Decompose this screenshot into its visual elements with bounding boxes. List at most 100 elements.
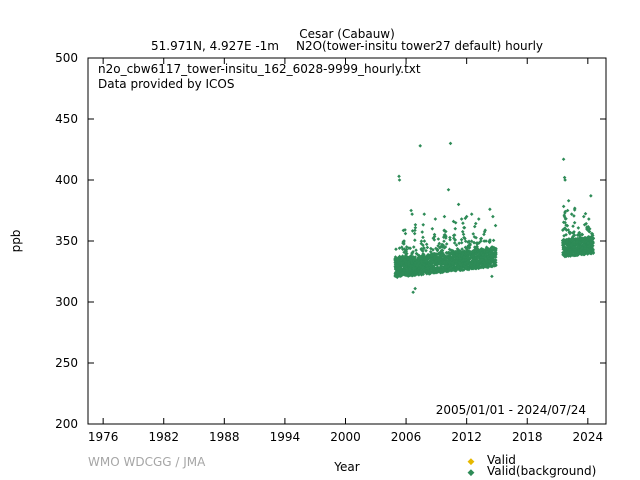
- data-point: [490, 264, 494, 269]
- data-point: [564, 223, 568, 227]
- data-point: [421, 222, 426, 227]
- data-point: [420, 257, 424, 261]
- data-point: [448, 237, 452, 242]
- data-point: [415, 263, 420, 268]
- data-point: [397, 254, 402, 259]
- data-point: [426, 253, 430, 258]
- data-point: [483, 253, 488, 257]
- data-point: [401, 271, 406, 275]
- x-tick-label: 2000: [330, 430, 361, 444]
- y-tick-label: 500: [55, 51, 78, 65]
- data-point: [562, 233, 566, 238]
- data-point: [403, 273, 407, 277]
- data-point: [449, 260, 453, 265]
- data-point: [588, 237, 592, 241]
- data-point: [486, 255, 490, 259]
- data-point: [572, 242, 576, 246]
- data-point: [446, 187, 451, 192]
- y-tick-label: 300: [55, 295, 78, 309]
- data-point: [563, 211, 567, 215]
- data-point: [406, 262, 411, 266]
- data-point: [464, 250, 468, 255]
- data-point: [393, 262, 398, 266]
- data-point: [580, 232, 585, 237]
- data-point: [396, 258, 401, 262]
- y-axis-label: ppb: [9, 230, 23, 253]
- x-tick-label: 1976: [88, 430, 119, 444]
- data-point: [563, 251, 568, 256]
- plot-frame: [87, 57, 607, 425]
- data-point: [433, 252, 438, 256]
- data-point: [466, 240, 470, 244]
- data-point: [443, 254, 448, 258]
- data-point: [564, 216, 568, 221]
- data-point: [565, 208, 570, 213]
- data-point: [448, 141, 453, 146]
- data-point: [483, 249, 487, 254]
- data-point: [414, 248, 418, 252]
- x-axis-label: Year: [333, 460, 359, 474]
- data-point: [488, 207, 492, 212]
- data-point: [437, 241, 442, 246]
- data-point: [401, 260, 406, 264]
- data-point: [483, 247, 488, 252]
- data-point: [572, 230, 576, 234]
- data-point: [458, 262, 463, 267]
- data-point: [477, 265, 482, 270]
- data-point: [461, 261, 465, 266]
- data-point: [478, 259, 483, 264]
- data-point: [490, 274, 494, 279]
- data-point: [576, 226, 581, 230]
- data-point: [471, 249, 476, 254]
- data-point: [468, 243, 472, 247]
- station-location: 51.971N, 4.927E -1m: [151, 39, 279, 53]
- data-point: [487, 251, 492, 256]
- data-point: [397, 246, 402, 250]
- data-point: [581, 249, 585, 254]
- data-point: [443, 268, 448, 272]
- data-point: [469, 263, 474, 268]
- data-point: [396, 267, 401, 271]
- data-point: [455, 253, 460, 258]
- data-point: [444, 242, 449, 246]
- data-point: [459, 217, 464, 221]
- data-point: [577, 232, 581, 237]
- data-point: [409, 208, 413, 213]
- data-point: [575, 236, 580, 241]
- data-point: [425, 264, 429, 268]
- data-point: [413, 238, 417, 242]
- data-point: [421, 243, 425, 247]
- data-point: [590, 244, 595, 248]
- data-point: [580, 251, 585, 256]
- data-point: [438, 252, 443, 257]
- data-point: [412, 231, 417, 236]
- data-point: [584, 221, 588, 226]
- data-point: [451, 252, 456, 257]
- data-point: [406, 260, 411, 264]
- data-point: [457, 241, 461, 246]
- data-point: [404, 259, 409, 264]
- data-point: [415, 252, 420, 257]
- x-tick-label: 2024: [573, 430, 604, 444]
- data-point: [576, 252, 581, 257]
- data-point: [429, 246, 433, 251]
- y-tick-label: 200: [55, 417, 78, 431]
- data-point: [493, 258, 498, 262]
- data-point: [472, 258, 476, 263]
- data-point: [577, 248, 581, 253]
- data-point: [408, 257, 413, 262]
- data-point: [586, 225, 591, 229]
- data-point: [566, 198, 571, 203]
- data-point: [425, 266, 430, 271]
- data-point: [411, 245, 416, 249]
- data-point: [487, 256, 491, 261]
- data-point: [571, 246, 575, 251]
- data-point: [476, 247, 480, 251]
- data-point: [434, 259, 438, 263]
- data-point: [586, 235, 591, 239]
- data-point: [431, 236, 436, 240]
- data-point: [411, 255, 415, 260]
- data-point: [411, 264, 416, 269]
- data-point: [448, 253, 452, 257]
- data-point: [441, 235, 446, 239]
